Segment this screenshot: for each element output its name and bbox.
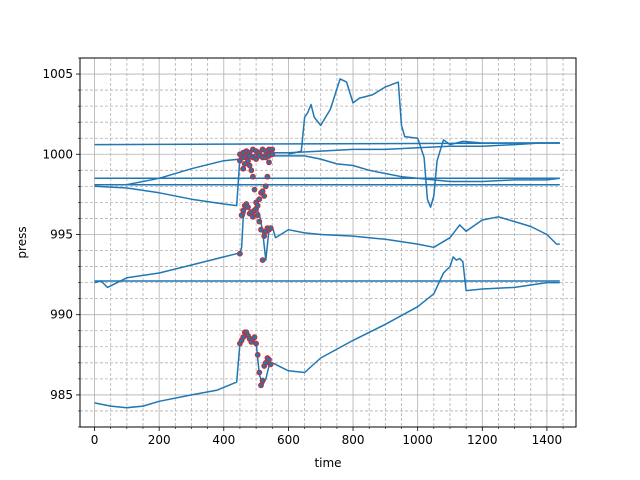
x-tick-label: 200 — [148, 433, 171, 447]
marked-point — [258, 382, 264, 389]
y-tick-label: 995 — [50, 227, 73, 241]
marked-point — [254, 212, 261, 219]
marked-point — [261, 233, 268, 240]
y-tick-label: 985 — [50, 388, 73, 402]
marked-point — [266, 356, 272, 363]
series-line-7 — [94, 204, 560, 289]
marked-point — [256, 196, 263, 203]
marked-point — [240, 165, 247, 172]
series-line-5 — [94, 142, 560, 207]
marked-point — [254, 202, 261, 209]
marked-point — [245, 157, 251, 164]
marked-point — [259, 377, 266, 384]
marked-point — [240, 334, 247, 341]
marked-point — [253, 340, 260, 347]
x-tick-label: 1400 — [532, 433, 563, 447]
marked-point — [262, 183, 269, 190]
marked-point — [267, 225, 274, 232]
marked-point — [267, 361, 274, 368]
marked-point — [259, 257, 266, 264]
marked-point — [240, 207, 247, 214]
x-tick-label: 800 — [342, 433, 365, 447]
y-axis-label: press — [15, 226, 29, 258]
marked-point — [237, 250, 243, 257]
y-tick-label: 990 — [50, 308, 73, 322]
marked-point — [250, 173, 256, 180]
marked-point — [245, 204, 251, 211]
y-tick-label: 1000 — [42, 147, 73, 161]
marked-point — [248, 167, 255, 174]
x-tick-label: 400 — [212, 433, 235, 447]
marked-point — [259, 188, 266, 195]
y-tick-label: 1005 — [42, 67, 73, 81]
series-line-6 — [94, 155, 560, 186]
marker-layer — [237, 146, 276, 389]
marked-point — [250, 213, 256, 220]
marked-point — [261, 193, 268, 199]
marked-point — [269, 146, 276, 153]
marked-point — [269, 151, 276, 158]
series-layer — [94, 78, 560, 409]
marked-point — [254, 351, 261, 358]
marked-point — [256, 369, 263, 376]
marked-point — [258, 226, 264, 233]
x-axis-label: time — [314, 456, 341, 470]
minor-grid — [80, 57, 576, 428]
marked-point — [246, 162, 253, 169]
marked-point — [251, 186, 258, 193]
x-tick-label: 1200 — [467, 433, 498, 447]
marked-point — [264, 173, 271, 180]
plot-frame — [79, 57, 577, 428]
marked-point — [256, 218, 263, 225]
marked-point — [251, 334, 258, 341]
series-line-8 — [94, 256, 560, 409]
x-tick-label: 0 — [91, 433, 99, 447]
axis-ticks: 0 200 400 600 800 1000 1200 1400 985 990 995 1000 10… — [42, 57, 564, 447]
marked-point — [266, 159, 272, 166]
x-tick-label: 1000 — [402, 433, 433, 447]
x-tick-label: 600 — [277, 433, 300, 447]
series-line-9 — [288, 78, 560, 208]
marked-point — [238, 212, 245, 219]
